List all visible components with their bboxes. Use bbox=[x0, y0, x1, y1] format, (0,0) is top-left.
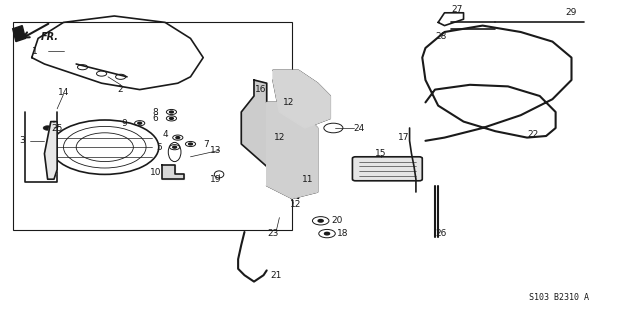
Text: 19: 19 bbox=[210, 175, 222, 184]
Polygon shape bbox=[162, 165, 184, 179]
Circle shape bbox=[173, 146, 177, 148]
Text: 7: 7 bbox=[203, 140, 210, 148]
Circle shape bbox=[170, 117, 173, 119]
Text: 12: 12 bbox=[274, 133, 285, 142]
Circle shape bbox=[43, 126, 52, 130]
Text: 16: 16 bbox=[255, 85, 266, 94]
Text: 22: 22 bbox=[528, 130, 539, 139]
Text: 18: 18 bbox=[337, 229, 349, 238]
Text: 6: 6 bbox=[152, 114, 159, 123]
Polygon shape bbox=[241, 80, 298, 198]
Text: 26: 26 bbox=[436, 229, 447, 238]
Text: 5: 5 bbox=[156, 143, 162, 152]
Text: 24: 24 bbox=[353, 124, 364, 132]
Text: FR.: FR. bbox=[41, 32, 59, 42]
Text: 21: 21 bbox=[271, 271, 282, 280]
Text: 12: 12 bbox=[283, 98, 295, 107]
Polygon shape bbox=[273, 70, 330, 128]
Text: 12: 12 bbox=[290, 200, 301, 209]
Text: 9: 9 bbox=[121, 119, 127, 128]
Circle shape bbox=[324, 232, 330, 235]
Text: S103 B2310 A: S103 B2310 A bbox=[529, 293, 589, 302]
Circle shape bbox=[138, 122, 142, 124]
Text: 10: 10 bbox=[150, 168, 161, 177]
Circle shape bbox=[318, 220, 323, 222]
Text: 8: 8 bbox=[152, 108, 159, 116]
Text: 3: 3 bbox=[19, 136, 25, 145]
Text: 2: 2 bbox=[118, 85, 123, 94]
Text: 23: 23 bbox=[267, 229, 279, 238]
Text: 20: 20 bbox=[331, 216, 342, 225]
Text: 14: 14 bbox=[58, 88, 69, 97]
Polygon shape bbox=[44, 122, 57, 179]
Text: 17: 17 bbox=[398, 133, 409, 142]
Text: 25: 25 bbox=[51, 124, 63, 132]
Polygon shape bbox=[267, 102, 318, 198]
Circle shape bbox=[176, 137, 180, 139]
Text: 29: 29 bbox=[566, 8, 577, 17]
Text: 27: 27 bbox=[451, 5, 463, 14]
Text: 13: 13 bbox=[210, 146, 222, 155]
Polygon shape bbox=[13, 26, 25, 42]
FancyBboxPatch shape bbox=[13, 22, 292, 230]
Text: 15: 15 bbox=[375, 149, 387, 158]
Text: 1: 1 bbox=[32, 47, 38, 56]
Circle shape bbox=[189, 143, 192, 145]
Text: 11: 11 bbox=[302, 175, 314, 184]
Text: 28: 28 bbox=[436, 32, 447, 41]
Circle shape bbox=[170, 111, 173, 113]
FancyBboxPatch shape bbox=[352, 157, 422, 181]
Text: 4: 4 bbox=[163, 130, 168, 139]
